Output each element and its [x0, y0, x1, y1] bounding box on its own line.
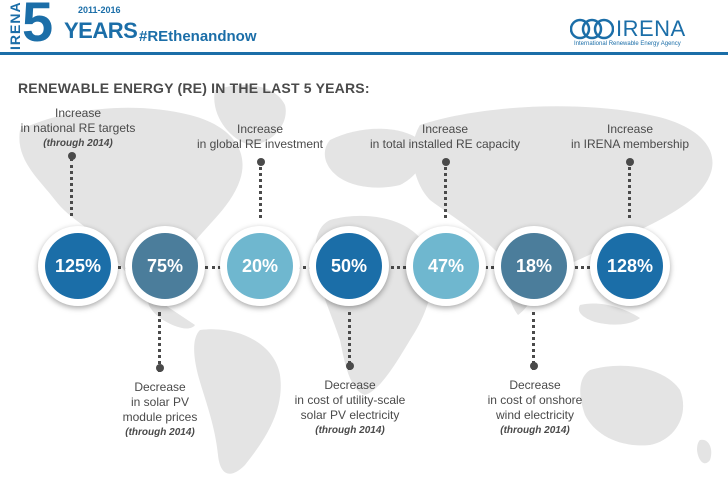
stat-circle-utility-solar: 50%	[309, 226, 389, 306]
stat-value: 50%	[316, 233, 382, 299]
logo-big-number: 5	[22, 0, 54, 53]
connector-dot	[257, 158, 265, 166]
stat-label-solar-pv-modules: Decrease in solar PV module prices (thro…	[122, 380, 198, 438]
page-title: RENEWABLE ENERGY (RE) IN THE LAST 5 YEAR…	[18, 80, 370, 96]
stat-value: 18%	[501, 233, 567, 299]
connector	[205, 266, 227, 269]
connector-dot	[68, 152, 76, 160]
stat-value: 47%	[413, 233, 479, 299]
logo-year-range: 2011-2016	[78, 5, 121, 15]
connector	[444, 162, 447, 218]
header: IRENA 5 2011-2016 YEARS #REthenandnow IR…	[0, 0, 728, 56]
irena-brand: IRENA International Renewable Energy Age…	[570, 14, 720, 50]
stat-label-onshore-wind: Decrease in cost of onshore wind electri…	[487, 378, 583, 436]
stat-value: 125%	[45, 233, 111, 299]
connector-dot	[442, 158, 450, 166]
five-years-logo: IRENA 5 2011-2016 YEARS	[0, 0, 140, 56]
stat-circle-solar-pv-modules: 75%	[125, 226, 205, 306]
connector-dot	[530, 362, 538, 370]
brand-name: IRENA	[616, 16, 686, 41]
stat-value: 20%	[227, 233, 293, 299]
connector-dot	[346, 362, 354, 370]
connector	[532, 312, 535, 370]
stat-circle-installed-capacity: 47%	[406, 226, 486, 306]
logo-side-word: IRENA	[7, 1, 23, 50]
irena-logo-icon	[570, 18, 614, 40]
stat-circle-irena-membership: 128%	[590, 226, 670, 306]
stat-value: 75%	[132, 233, 198, 299]
hashtag: #REthenandnow	[139, 28, 257, 45]
stat-label-installed-capacity: Increase in total installed RE capacity	[369, 122, 521, 151]
connector	[348, 312, 351, 370]
stat-label-utility-solar: Decrease in cost of utility-scale solar …	[294, 378, 406, 436]
stat-label-global-investment: Increase in global RE investment	[196, 122, 324, 151]
connector-dot	[156, 364, 164, 372]
stat-circle-national-targets: 125%	[38, 226, 118, 306]
connector	[158, 312, 161, 372]
brand-subtitle: International Renewable Energy Agency	[574, 41, 681, 47]
stat-label-national-targets: Increase in national RE targets (through…	[20, 106, 136, 149]
header-rule	[0, 52, 728, 55]
connector	[292, 266, 318, 269]
connector	[70, 158, 73, 216]
logo-years-word: YEARS	[64, 18, 138, 43]
connector	[478, 266, 502, 269]
connector	[628, 162, 631, 218]
connector	[384, 266, 414, 269]
connector	[259, 162, 262, 218]
stat-circle-onshore-wind: 18%	[494, 226, 574, 306]
stat-value: 128%	[597, 233, 663, 299]
stat-circle-global-investment: 20%	[220, 226, 300, 306]
stat-label-irena-membership: Increase in IRENA membership	[570, 122, 690, 151]
connector	[568, 266, 596, 269]
connector-dot	[626, 158, 634, 166]
